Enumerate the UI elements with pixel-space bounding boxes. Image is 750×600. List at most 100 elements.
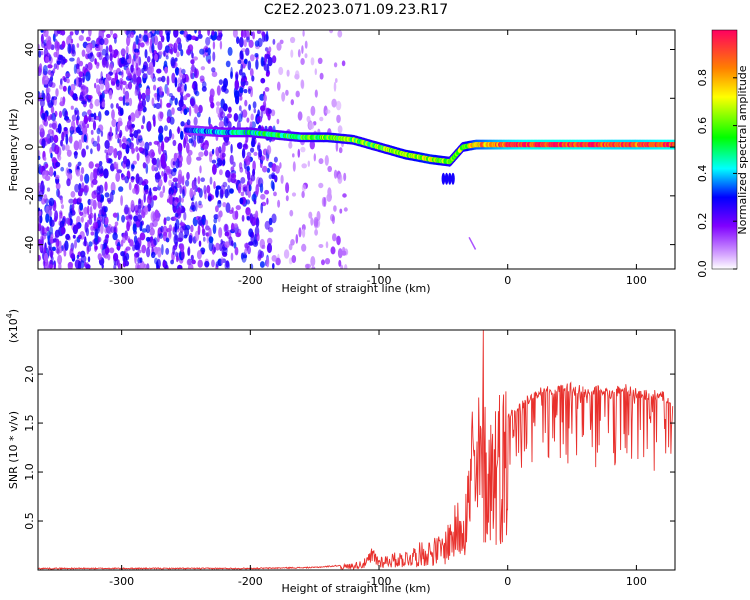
noise-speckle — [196, 250, 202, 260]
noise-speckle — [94, 163, 100, 168]
noise-speckle — [318, 158, 324, 165]
noise-speckle — [273, 156, 278, 163]
noise-speckle — [249, 121, 253, 128]
noise-speckle — [122, 87, 126, 95]
noise-speckle — [158, 233, 164, 239]
noise-speckle — [103, 206, 108, 213]
noise-speckle — [125, 252, 130, 261]
noise-speckle — [310, 217, 314, 226]
noise-speckle — [267, 112, 271, 121]
noise-speckle — [185, 34, 190, 43]
noise-speckle — [130, 199, 135, 211]
noise-speckle — [261, 31, 266, 37]
noise-speckle — [53, 263, 56, 269]
noise-speckle — [173, 200, 178, 207]
noise-speckle — [236, 36, 240, 44]
noise-speckle — [142, 106, 147, 113]
noise-speckle — [41, 170, 47, 179]
noise-speckle — [226, 113, 232, 119]
noise-speckle — [103, 37, 109, 46]
noise-speckle — [237, 142, 243, 150]
noise-speckle — [208, 240, 214, 252]
noise-speckle — [87, 61, 93, 71]
noise-speckle — [291, 192, 297, 197]
noise-speckle — [259, 261, 265, 268]
noise-speckle — [74, 30, 79, 36]
noise-speckle — [188, 234, 193, 244]
noise-speckle — [106, 73, 110, 79]
noise-speckle — [177, 126, 181, 134]
noise-speckle — [240, 191, 245, 197]
noise-speckle — [152, 157, 157, 166]
noise-speckle — [41, 234, 47, 240]
noise-speckle — [264, 87, 270, 92]
noise-speckle — [302, 228, 306, 238]
noise-speckle — [121, 142, 127, 150]
noise-speckle — [215, 187, 219, 198]
noise-speckle — [138, 91, 142, 102]
snr-x-ticks: -300 -200 -100 0 100 — [109, 330, 647, 588]
noise-speckle — [215, 205, 219, 213]
noise-speckle — [83, 114, 89, 125]
noise-speckle — [85, 44, 91, 54]
noise-speckle — [333, 81, 337, 92]
noise-speckle — [211, 71, 218, 78]
noise-speckle — [111, 81, 116, 86]
noise-speckle — [168, 129, 172, 139]
noise-speckle — [157, 40, 163, 51]
noise-speckle — [187, 246, 191, 257]
y-tick-label: -40 — [23, 236, 36, 254]
noise-speckle — [335, 140, 339, 152]
noise-speckle — [151, 30, 155, 34]
noise-speckle — [241, 77, 245, 83]
noise-speckle — [150, 73, 154, 79]
noise-speckle — [224, 188, 229, 199]
noise-speckle — [74, 183, 80, 193]
noise-speckle — [124, 204, 129, 215]
noise-speckle — [219, 40, 223, 50]
noise-speckle — [50, 105, 55, 114]
noise-speckle — [207, 30, 210, 36]
noise-speckle — [240, 30, 244, 39]
noise-speckle — [179, 222, 185, 227]
noise-speckle — [230, 222, 235, 232]
noise-speckle — [50, 152, 53, 159]
noise-speckle — [198, 30, 202, 35]
noise-speckle — [265, 30, 269, 42]
noise-speckle — [190, 224, 194, 233]
noise-speckle — [191, 84, 195, 89]
noise-speckle — [96, 142, 101, 152]
noise-speckle — [44, 252, 49, 263]
noise-speckle — [85, 264, 91, 269]
noise-speckle — [256, 115, 263, 123]
noise-speckle — [71, 43, 76, 55]
noise-speckle — [245, 47, 250, 56]
noise-speckle — [243, 143, 248, 148]
noise-speckle — [169, 97, 173, 106]
noise-speckle — [273, 191, 277, 197]
noise-speckle — [73, 63, 77, 75]
noise-speckle — [249, 54, 255, 62]
noise-speckle — [218, 79, 223, 85]
noise-speckle — [155, 102, 161, 110]
noise-speckle — [176, 51, 180, 58]
noise-speckle — [148, 141, 152, 146]
y-tick-label: 2.0 — [23, 365, 36, 383]
noise-speckle — [177, 237, 183, 243]
noise-speckle — [101, 216, 106, 225]
noise-speckle — [288, 142, 293, 149]
noise-speckle — [200, 143, 204, 148]
noise-speckle — [93, 112, 97, 120]
noise-speckle — [79, 96, 85, 102]
noise-speckle — [126, 120, 132, 130]
noise-speckle — [118, 96, 124, 102]
noise-speckle — [172, 161, 176, 166]
x-tick-label: -300 — [109, 274, 134, 287]
noise-speckle — [232, 161, 236, 168]
noise-speckle — [49, 236, 54, 244]
noise-speckle — [111, 109, 115, 120]
noise-speckle — [98, 51, 103, 61]
noise-speckle — [201, 227, 205, 234]
noise-speckle — [87, 109, 92, 116]
noise-speckle — [81, 100, 87, 105]
